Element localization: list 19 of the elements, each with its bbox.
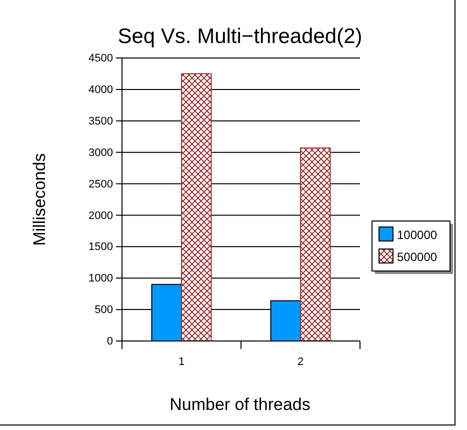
y-tick-label: 4000 [88,84,113,96]
y-tick-label: 1000 [88,272,113,285]
x-tick-label: 2 [297,356,304,368]
y-tick-label: 2500 [88,178,113,190]
y-tick-label: 500 [94,304,113,316]
y-tick-label: 1500 [88,241,113,254]
legend-label: 500000 [397,250,438,264]
x-axis-title: Number of threads [170,395,310,414]
bar [300,147,331,342]
bar [181,73,212,342]
y-tick-label: 3500 [88,115,113,128]
y-tick-label: 2000 [88,210,113,222]
y-tick-label: 0 [106,336,113,348]
chart-title: Seq Vs. Multi−threaded(2) [118,25,362,48]
y-tick-label: 4500 [88,52,113,65]
y-tick-label: 3000 [88,146,113,159]
x-tick-label: 1 [178,356,185,368]
legend-label: 100000 [397,228,438,242]
y-axis-title: Milliseconds [30,153,49,246]
